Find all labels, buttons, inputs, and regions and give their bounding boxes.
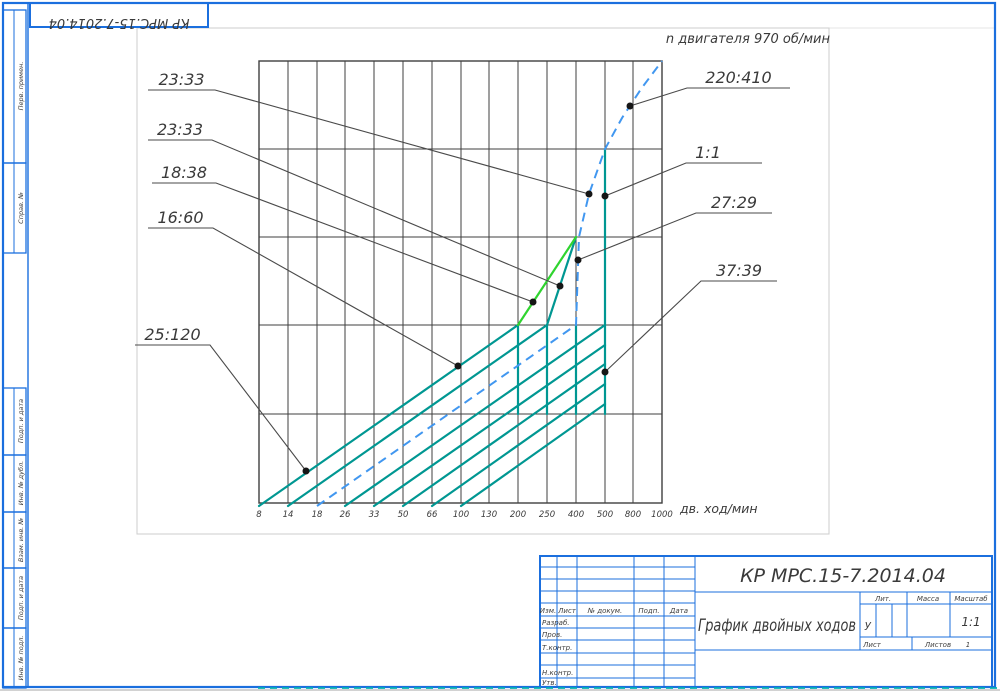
lit-value: у (864, 618, 872, 631)
top-stamp: КР МРС.15-7.2014.04 (29, 2, 209, 30)
callout-leader (629, 87, 790, 107)
x-tick-label: 26 (340, 510, 351, 520)
margin-label: Подп. и дата (17, 399, 25, 443)
content-area-border (136, 27, 830, 535)
ratio-callouts: 23:33 23:33 18:38 16:60 25:120 220:410 1:1 27:2… (135, 68, 790, 475)
ratio-label: 23:33 (157, 120, 203, 139)
callout-leader (148, 139, 561, 287)
chart-frame (258, 60, 663, 504)
x-tick-label: 66 (427, 510, 438, 520)
col-data: Дата (669, 607, 688, 615)
data-point-dot (585, 190, 593, 198)
margin-box-inv-podl: Инв. № подл. (2, 627, 27, 689)
data-point-dot (556, 282, 564, 290)
row-razrab: Разраб. (542, 619, 570, 627)
mass-header: Масса (917, 595, 939, 603)
data-point-dot (302, 467, 310, 475)
top-stamp-box (29, 2, 209, 28)
x-axis-label: дв. ход/мин (679, 501, 758, 516)
gear-ratio-lines-teal-segment (401, 362, 607, 508)
title-block-left-grid (540, 556, 696, 687)
x-tick-label: 130 (481, 510, 497, 520)
sheets-label: Листов (924, 641, 951, 649)
gear-ratio-lines-teal-segment (545, 235, 578, 327)
col-podp: Подп. (638, 607, 659, 615)
engine-speed-curve-dashed-path (316, 60, 663, 507)
ratio-label: 23:33 (158, 70, 204, 89)
scale-value: 1:1 (961, 615, 980, 629)
col-izm: Изм. (540, 607, 556, 615)
ratio-label: 220:410 (705, 68, 771, 87)
row-tkontr: Т.контр. (542, 644, 572, 652)
x-tick-label: 18 (312, 510, 323, 520)
top-stamp-text: КР МРС.15-7.2014.04 (49, 15, 190, 30)
x-tick-label: 500 (597, 510, 613, 520)
title-block-right-grid (695, 591, 992, 651)
gear-ratio-lines-teal (257, 147, 607, 508)
callout-leader (135, 344, 307, 472)
data-point-dot (529, 298, 537, 306)
x-tick-label: 8 (256, 510, 262, 520)
sheet-label: Лист (862, 641, 882, 649)
ratio-label: 1:1 (695, 143, 721, 162)
x-tick-label: 14 (283, 510, 294, 520)
gear-ratio-lines-teal-segment (372, 343, 607, 508)
gear-ratio-lines-teal-segment (459, 402, 607, 508)
doc-number: КР МРС.15-7.2014.04 (740, 565, 946, 587)
callout-leader (604, 280, 777, 373)
ratio-label: 37:39 (716, 261, 762, 280)
margin-label: Инв. № подл. (17, 636, 25, 681)
ratio-label: 25:120 (144, 325, 200, 344)
callout-leader (148, 89, 590, 195)
drawing-title: График двойных ходов (698, 616, 856, 636)
gear-ratio-lines-teal-segment (343, 323, 607, 508)
callout-leader (577, 212, 772, 261)
margin-label: Подп. и дата (17, 576, 25, 620)
double-strokes-chart: 8 14 18 26 33 50 66 100 130 200 250 400 500 800 1000 23… (135, 60, 790, 520)
gear-ratio-lines-teal-segment (286, 323, 549, 508)
ratio-label: 18:38 (161, 163, 207, 182)
x-tick-label: 400 (568, 510, 584, 520)
x-tick-label: 800 (625, 510, 641, 520)
col-dokum: № докум. (587, 607, 623, 615)
row-nkontr: Н.контр. (542, 669, 573, 677)
x-tick-label: 33 (369, 510, 380, 520)
engine-speed-note: n двигателя 970 об/мин (666, 32, 831, 47)
data-point-dot (601, 368, 609, 376)
margin-column: Перв. примен. Справ. № Подп. и дата Инв.… (2, 9, 27, 689)
x-tick-label: 250 (539, 510, 555, 520)
row-prov: Пров. (542, 631, 562, 639)
x-tick-label: 1000 (651, 510, 673, 520)
margin-label: Инв. № дубл. (17, 461, 25, 505)
margin-box-sprav-no: Справ. № (2, 162, 27, 254)
sheets-value: 1 (966, 641, 970, 649)
x-tick-label: 100 (453, 510, 469, 520)
callout-leader (148, 227, 459, 367)
callout-leader (152, 182, 534, 303)
margin-label: Взам. инв. № (17, 518, 25, 562)
row-utv: Утв. (542, 679, 557, 687)
margin-label: Перв. примен. (17, 62, 25, 111)
x-tick-label: 50 (398, 510, 409, 520)
gear-ratio-lines-teal-segment (257, 323, 520, 508)
x-tick-labels: 8 14 18 26 33 50 66 100 130 200 250 400 500 800 1000 (256, 510, 673, 520)
margin-label: Справ. № (17, 192, 25, 224)
col-list: Лист (557, 607, 577, 615)
data-point-dot (626, 102, 634, 110)
x-tick-label: 200 (510, 510, 526, 520)
data-point-dot (601, 192, 609, 200)
callout-leader (604, 162, 762, 197)
engine-speed-curve-dashed (316, 60, 663, 507)
data-point-dot (574, 256, 582, 264)
scale-header: Масштаб (954, 595, 988, 603)
lit-header: Лит. (874, 595, 891, 603)
ratio-label: 27:29 (711, 193, 757, 212)
data-point-dot (454, 362, 462, 370)
ratio-label: 16:60 (157, 208, 203, 227)
